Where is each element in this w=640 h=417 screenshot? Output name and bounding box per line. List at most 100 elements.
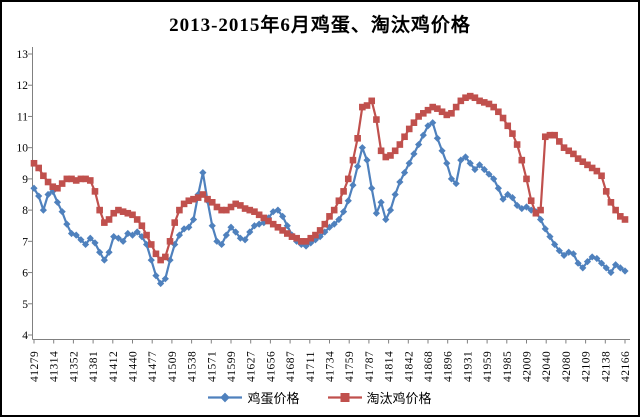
data-point-marker [194,194,202,201]
data-point-marker [185,223,193,231]
data-point-marker [232,200,239,208]
data-point-marker [251,208,258,215]
data-point-marker [429,119,437,127]
x-axis-tick-label: 41985 [502,351,514,382]
data-point-marker [288,233,296,240]
data-point-marker [532,209,540,217]
data-point-marker [438,147,446,155]
data-point-marker [255,220,263,228]
data-point-marker [457,156,465,164]
data-point-marker [621,267,629,275]
data-point-marker [518,156,526,164]
data-point-marker [359,103,366,111]
data-point-marker [147,256,155,264]
data-point-marker [218,206,225,214]
x-axis-tick-label: 41571 [206,351,218,382]
data-point-marker [386,206,395,214]
data-point-marker [269,220,277,228]
data-point-marker [574,259,582,267]
data-point-marker [579,264,587,272]
data-point-marker [546,233,554,241]
x-axis-tick-label: 41868 [423,351,435,382]
x-axis-tick-label: 41352 [68,351,80,382]
legend-square-marker-icon [327,393,362,402]
data-point-marker [602,188,610,195]
data-point-marker [124,209,132,217]
data-point-marker [443,111,451,119]
data-point-marker [138,222,146,230]
data-point-marker [447,175,456,183]
data-point-marker [569,250,578,258]
data-point-marker [91,188,99,195]
data-point-marker [96,206,103,214]
y-axis-labels: 4 5 6 7 8 9 10 11 12 13 [17,49,29,342]
data-point-marker [579,158,587,166]
x-axis-tick-label: 42080 [561,351,573,382]
data-point-marker [312,231,319,239]
data-point-marker [255,211,263,219]
data-point-marker [494,184,502,192]
data-point-marker [72,177,80,184]
data-point-marker [555,247,563,255]
data-point-marker [199,191,207,198]
data-point-marker [162,253,169,261]
data-point-marker [434,105,441,112]
y-axis-tick-label: 11 [17,111,28,123]
data-point-marker [157,279,165,288]
data-point-marker [208,199,216,206]
data-point-marker [241,236,249,244]
x-axis-tick-label: 41787 [364,351,376,382]
data-point-marker [344,197,352,205]
data-point-marker [157,256,164,264]
data-point-marker [485,100,493,108]
data-point-marker [607,199,615,206]
data-point-marker [523,175,530,183]
data-point-marker [584,161,591,169]
data-point-marker [58,208,66,216]
data-point-marker [105,248,113,256]
data-point-marker [237,202,244,209]
data-point-marker [218,240,226,249]
data-point-marker [40,172,47,180]
data-point-marker [100,256,108,264]
data-point-marker [368,184,376,192]
data-point-marker [602,264,610,272]
chart-legend: 鸡蛋价格 淘汰鸡价格 [2,388,638,407]
data-point-marker [382,153,390,161]
data-point-marker [63,175,71,183]
data-point-marker [551,240,559,249]
data-point-marker [363,156,371,164]
data-point-marker [63,220,71,228]
data-point-marker [480,99,488,106]
data-point-marker [443,159,451,167]
data-point-marker [560,144,568,151]
data-point-marker [537,206,544,214]
data-point-marker [424,106,432,114]
data-point-marker [44,178,52,186]
data-point-marker [232,228,240,236]
data-point-marker [490,175,498,183]
data-point-marker [508,194,517,202]
data-point-marker [260,214,268,222]
series-line [32,121,627,285]
data-point-marker [504,122,512,130]
data-point-marker [326,213,333,220]
data-point-marker [190,195,197,203]
data-point-marker [598,172,605,180]
y-axis-tick-label: 7 [22,236,28,248]
data-point-marker [241,205,249,212]
y-axis-tick-label: 4 [22,330,28,342]
data-point-marker [143,231,150,239]
data-point-marker [166,238,174,245]
data-point-marker [77,175,85,183]
data-point-marker [373,116,380,123]
data-point-marker [612,206,619,214]
data-point-marker [509,130,516,137]
data-point-marker [420,110,427,117]
data-point-marker [246,206,254,214]
data-point-marker [185,197,193,205]
data-point-marker [278,212,287,220]
data-point-marker [283,230,291,237]
data-point-marker [354,162,362,170]
data-point-marker [541,225,549,233]
